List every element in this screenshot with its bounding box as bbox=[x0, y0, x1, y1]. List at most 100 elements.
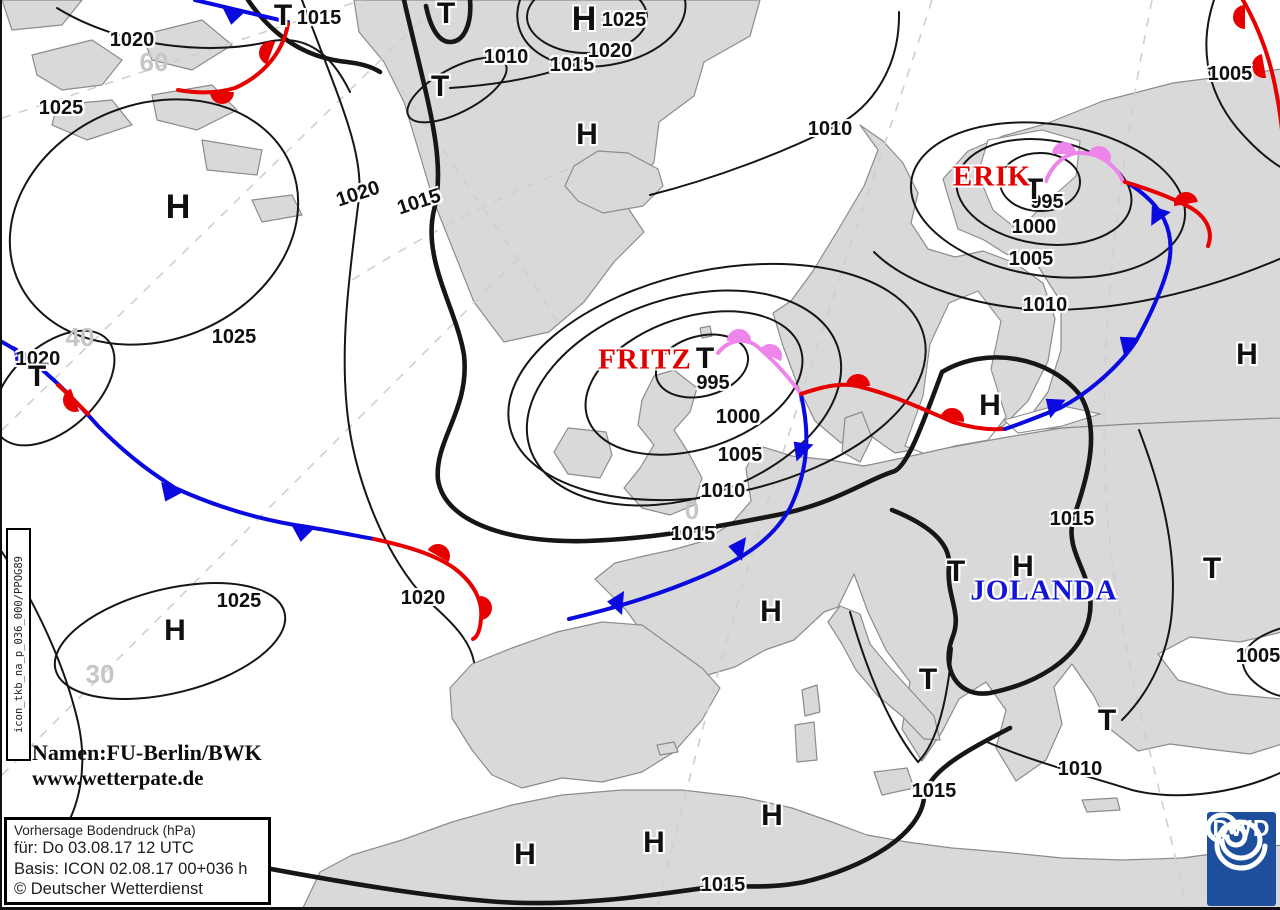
isobar-1015-greenland bbox=[449, 53, 599, 89]
isobar-1010-norwegian-sea bbox=[649, 11, 901, 196]
pressure-center-letter: T bbox=[695, 342, 715, 375]
isobar-value-label: 1020 bbox=[333, 176, 383, 212]
legend-model-basis: Basis: ICON 02.08.17 00+036 h bbox=[14, 859, 248, 878]
isobar-value-label: 1020 bbox=[15, 348, 61, 370]
isobar-value-label: 1010 bbox=[1057, 758, 1103, 780]
isobar-995-erik bbox=[999, 152, 1081, 212]
isobar-value-label: 1015 bbox=[296, 7, 342, 29]
system-name-label: FRITZ bbox=[598, 343, 692, 376]
warm-semicircle bbox=[480, 596, 492, 620]
pressure-center-letter: T bbox=[946, 555, 966, 588]
front-marker-layer bbox=[13, 5, 1267, 620]
pressure-center-letter: H bbox=[571, 0, 597, 38]
isobar-italy-trough bbox=[849, 611, 953, 764]
isobar-1015-south bbox=[144, 725, 1013, 906]
sicily bbox=[873, 767, 915, 796]
pressure-center-letter: H bbox=[761, 799, 783, 832]
isobar-value-label: 1015 bbox=[1049, 508, 1095, 530]
pressure-center-letter: H bbox=[164, 614, 186, 647]
credits-url[interactable]: www.wetterpate.de bbox=[32, 766, 204, 790]
warm-semicircle bbox=[210, 92, 234, 104]
isobar-1000-erik bbox=[955, 138, 1133, 246]
warm-front-biscay bbox=[372, 537, 484, 641]
isobar-value-label: 1025 bbox=[211, 326, 257, 348]
system-name-label: ERIK bbox=[952, 160, 1032, 193]
isobar-value-label: 1005 bbox=[1008, 248, 1054, 270]
legend-title: Vorhersage Bodendruck (hPa) bbox=[14, 823, 196, 838]
isobar-value-label: 1015 bbox=[549, 54, 595, 76]
warm-semicircle bbox=[1233, 5, 1245, 29]
warm-front-ne-corner bbox=[1241, 0, 1280, 131]
isobar-value-label: 1015 bbox=[394, 184, 444, 220]
cold-triangle bbox=[793, 441, 814, 462]
ireland bbox=[553, 427, 613, 479]
warm-semicircle bbox=[63, 388, 80, 412]
warm-semicircle bbox=[940, 408, 964, 423]
isobar-1025-greenland bbox=[526, 0, 648, 54]
occluded-semicircle bbox=[727, 329, 751, 341]
occluded-semicircle bbox=[1052, 142, 1076, 154]
isobar-value-label: 995 bbox=[696, 372, 730, 394]
sardinia bbox=[794, 721, 818, 763]
warm-semicircle bbox=[259, 41, 276, 65]
pressure-center-letter: H bbox=[576, 118, 598, 151]
isobar-value-label: 1020 bbox=[400, 587, 446, 609]
product-code-box: icon_tkb_na_p_036_000/PPOG89 bbox=[6, 528, 31, 761]
cold-triangle bbox=[161, 481, 183, 502]
iberia bbox=[449, 621, 721, 789]
dwd-spiral-icon bbox=[1207, 812, 1268, 871]
credits-block: Namen:FU-Berlin/BWK www.wetterpate.de bbox=[32, 740, 262, 791]
isobar-1020-diagonal bbox=[301, 0, 475, 663]
isobar-value-label: 1010 bbox=[807, 118, 853, 140]
isobar-1000-fritz bbox=[584, 310, 804, 456]
legend-box: Vorhersage Bodendruck (hPa) für: Do 03.0… bbox=[4, 817, 271, 905]
isobar-value-label: 1025 bbox=[216, 590, 262, 612]
isobar-1015-hook bbox=[423, 0, 473, 45]
credits-names: Namen:FU-Berlin/BWK bbox=[32, 740, 262, 765]
cold-front-fritz bbox=[567, 393, 809, 621]
pressure-center-letter: T bbox=[918, 663, 938, 696]
dwd-logo: DWD bbox=[1207, 812, 1276, 906]
cold-triangle bbox=[1045, 398, 1066, 419]
warm-front-nw bbox=[176, 22, 290, 95]
canadian-islands bbox=[2, 0, 303, 223]
isobar-value-label: 1005 bbox=[1235, 645, 1280, 667]
isobar-1025-atlantic-high bbox=[8, 98, 300, 346]
pressure-center-letter: H bbox=[760, 595, 782, 628]
isobar-value-label: 1000 bbox=[715, 406, 761, 428]
product-code: icon_tkb_na_p_036_000/PPOG89 bbox=[12, 555, 25, 733]
isobar-value-label: 1005 bbox=[717, 444, 763, 466]
iceland bbox=[564, 150, 664, 214]
cold-triangle bbox=[1119, 336, 1140, 357]
warm-semicircle bbox=[427, 544, 450, 562]
legend-valid-time: für: Do 03.08.17 12 UTC bbox=[14, 839, 194, 858]
isobar-value-label: 1020 bbox=[587, 40, 633, 62]
balearics bbox=[656, 741, 679, 756]
isobar-1015-main bbox=[401, 0, 1094, 696]
pressure-center-letter: T bbox=[27, 360, 47, 393]
pressure-center-letter: H bbox=[643, 826, 665, 859]
occluded-front-fritz bbox=[716, 338, 803, 396]
cold-triangle bbox=[1151, 205, 1171, 226]
isobar-1005-ne bbox=[1205, 0, 1280, 168]
pressure-center-letter: H bbox=[514, 838, 536, 871]
pressure-center-letter: T bbox=[1024, 173, 1044, 206]
isobar-995-fritz bbox=[654, 333, 750, 399]
warm-semicircle bbox=[1174, 192, 1198, 207]
isobar-value-label: 1020 bbox=[109, 29, 155, 51]
isobar-value-label: 1005 bbox=[1207, 63, 1253, 85]
warm-front-fritz bbox=[799, 382, 1007, 432]
graticule-label: 40 bbox=[65, 322, 95, 352]
corsica bbox=[801, 684, 821, 717]
cold-triangle bbox=[607, 591, 625, 615]
isobar-1005-erik bbox=[909, 121, 1187, 279]
isobar-balkan-trough bbox=[1121, 429, 1174, 721]
isobar-1015-nw-corner bbox=[245, 0, 383, 75]
graticule-label: 0 bbox=[684, 495, 700, 525]
isobar-value-label: 1025 bbox=[38, 97, 84, 119]
warm-semicircle bbox=[846, 374, 870, 386]
